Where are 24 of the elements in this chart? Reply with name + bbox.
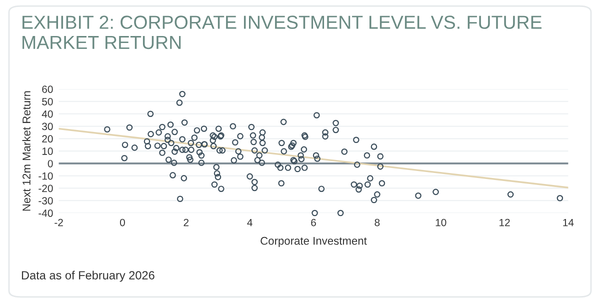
x-tick-label: 0: [120, 218, 125, 226]
x-tick-label: 4: [247, 218, 252, 226]
y-tick-label: 0: [48, 160, 53, 168]
x-tick-label: 12: [500, 218, 510, 226]
y-axis-title: Next 12m Market Return: [22, 91, 30, 211]
chart-title: EXHIBIT 2: CORPORATE INVESTMENT LEVEL VS. FUTURE MARKET RETURN: [22, 16, 542, 50]
x-tick-label: 6: [311, 218, 316, 226]
y-tick-label: 10: [42, 148, 53, 155]
y-tick-label: 40: [42, 110, 53, 118]
x-tick-label: 8: [374, 218, 380, 226]
x-tick-label: -2: [54, 218, 63, 226]
y-tick-label: -20: [38, 184, 53, 192]
x-tick-label: 2: [184, 218, 189, 226]
y-tick-label: 60: [42, 86, 53, 93]
y-tick-label: -30: [38, 197, 53, 204]
text: Data as of February 2026: [22, 270, 154, 282]
y-tick-label: -40: [38, 210, 53, 217]
y-tick-label: -10: [38, 172, 53, 180]
x-axis-title: Corporate Investment: [260, 236, 367, 247]
y-tick-label: 30: [42, 122, 53, 130]
y-tick-label: 50: [42, 98, 53, 106]
x-tick-label: 10: [436, 218, 446, 226]
x-tick-label: 14: [563, 218, 574, 226]
y-tick-label: 20: [42, 135, 53, 143]
